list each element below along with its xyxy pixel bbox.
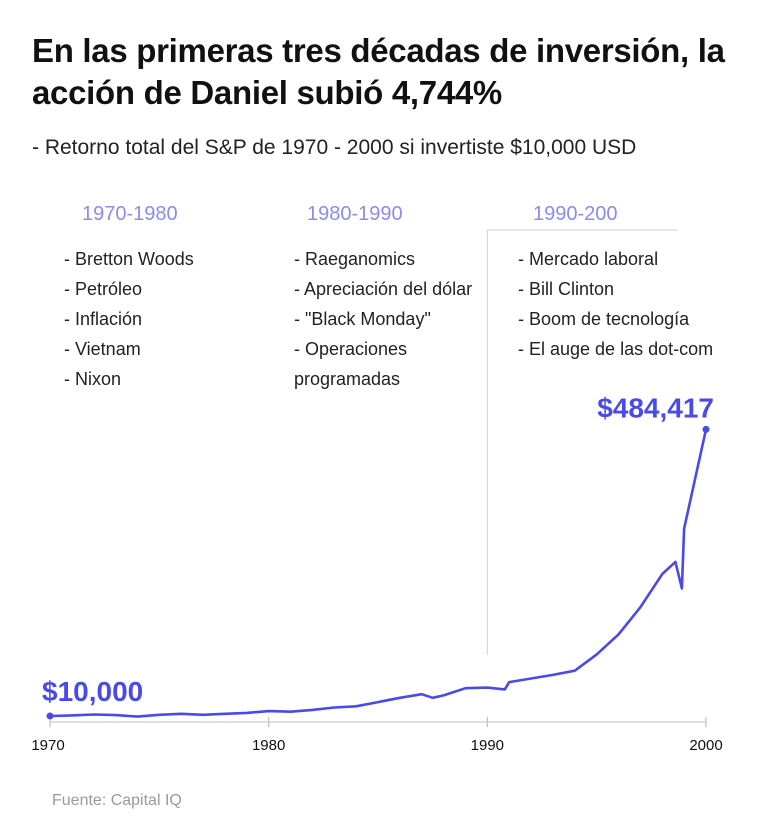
x-tick-label: 2000 bbox=[689, 737, 722, 754]
event-item: - Vietnam bbox=[64, 339, 141, 359]
event-item: - Bretton Woods bbox=[64, 249, 194, 269]
event-item: - El auge de las dot-com bbox=[518, 339, 714, 359]
x-tick-label: 1970 bbox=[31, 737, 64, 754]
event-item: - Raeganomics bbox=[294, 249, 416, 269]
event-item: - Mercado laboral bbox=[518, 249, 659, 269]
event-item: - Boom de tecnología bbox=[518, 309, 690, 329]
event-item: - Apreciación del dólar bbox=[294, 279, 473, 299]
decade-label-1990s: 1990-200 bbox=[533, 203, 618, 225]
events-list-1970s: - Bretton Woods - Petróleo - Inflación -… bbox=[64, 244, 194, 394]
start-value-label: $10,000 bbox=[42, 676, 143, 707]
end-value-label: $484,417 bbox=[597, 392, 714, 423]
start-point-marker bbox=[46, 712, 54, 720]
end-point-marker bbox=[702, 425, 710, 433]
event-item: - Bill Clinton bbox=[518, 279, 615, 299]
series-line bbox=[48, 428, 708, 718]
x-tick-label: 1980 bbox=[252, 737, 285, 754]
event-item: - Inflación bbox=[64, 309, 143, 329]
event-item: - Petróleo bbox=[64, 279, 143, 299]
source-note: Fuente: Capital IQ bbox=[52, 792, 182, 809]
events-list-1990s: - Mercado laboral - Bill Clinton - Boom … bbox=[518, 244, 713, 364]
chart-subtitle: - Retorno total del S&P de 1970 - 2000 s… bbox=[32, 136, 637, 159]
chart-title: En las primeras tres décadas de inversió… bbox=[32, 32, 725, 111]
event-item: - "Black Monday" bbox=[294, 309, 431, 329]
decade-label-1980s: 1980-1990 bbox=[307, 203, 403, 225]
events-list-1980s: - Raeganomics - Apreciación del dólar - … bbox=[294, 244, 472, 394]
x-tick-label: 1990 bbox=[471, 737, 504, 754]
event-item: - Nixon bbox=[64, 369, 122, 389]
decade-label-1970s: 1970-1980 bbox=[82, 203, 178, 225]
event-item: - Operaciones programadas bbox=[294, 339, 408, 389]
